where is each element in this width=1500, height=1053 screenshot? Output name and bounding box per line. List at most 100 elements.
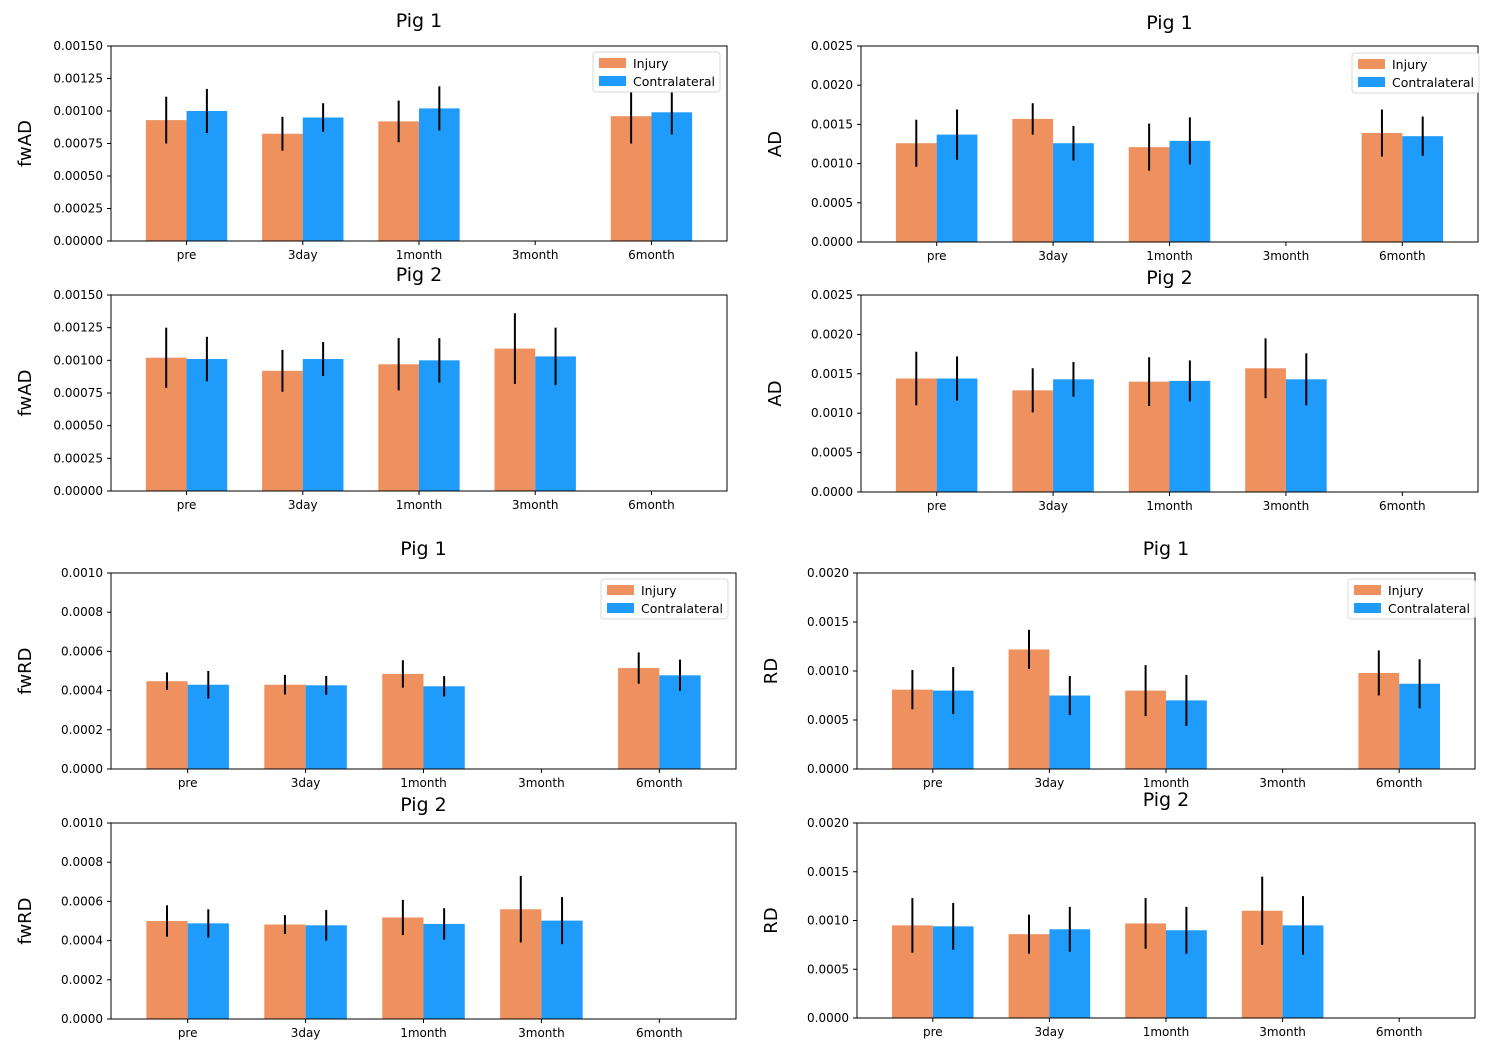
y-tick-label: 0.00125 (53, 321, 103, 335)
chart-title: Pig 1 (1146, 12, 1193, 34)
y-tick-label: 0.0005 (807, 962, 849, 976)
x-tick-label: 3month (512, 248, 559, 262)
y-tick-label: 0.00150 (53, 39, 103, 53)
legend-label: Injury (1392, 57, 1428, 72)
bar-injury (262, 133, 303, 241)
y-tick-label: 0.00025 (53, 202, 103, 216)
x-tick-label: 3month (1263, 499, 1310, 513)
y-tick-label: 0.00150 (53, 288, 103, 302)
bar-contralateral (187, 684, 229, 769)
x-tick-label: 6month (628, 498, 675, 512)
x-tick-label: 3day (1038, 499, 1068, 513)
y-axis-label: fwRD (15, 647, 36, 694)
y-tick-label: 0.0015 (811, 367, 853, 381)
bar-contralateral (1053, 379, 1094, 492)
legend-label: Injury (633, 56, 669, 71)
x-tick-label: 3month (512, 498, 559, 512)
bar-contralateral (302, 117, 344, 241)
y-tick-label: 0.0002 (61, 973, 103, 987)
y-tick-label: 0.0008 (61, 605, 103, 619)
y-axis-label: AD (765, 131, 786, 157)
y-axis-label: fwRD (15, 897, 36, 944)
legend-label: Contralateral (641, 601, 723, 616)
x-tick-label: pre (177, 498, 197, 512)
x-tick-label: 3day (1038, 249, 1068, 263)
x-tick-label: 6month (1376, 776, 1423, 790)
legend-swatch-contralateral (599, 76, 626, 86)
x-tick-label: 1month (1146, 499, 1193, 513)
y-tick-label: 0.00000 (53, 234, 103, 248)
y-tick-label: 0.0005 (807, 713, 849, 727)
x-tick-label: 6month (628, 248, 675, 262)
chart-title: Pig 2 (1143, 789, 1190, 811)
x-tick-label: 3month (518, 776, 565, 790)
y-tick-label: 0.00075 (53, 386, 103, 400)
legend-swatch-injury (1358, 59, 1385, 69)
bar-contralateral (187, 923, 229, 1019)
legend: Injury Contralateral (1347, 578, 1476, 620)
y-tick-label: 0.0025 (811, 39, 853, 53)
x-tick-label: 1month (1146, 249, 1193, 263)
legend-swatch-contralateral (1358, 77, 1385, 87)
x-tick-label: 3day (1035, 776, 1065, 790)
x-tick-label: 6month (1376, 1025, 1423, 1039)
legend-swatch-contralateral (1354, 603, 1381, 613)
chart-p8: Pig 2 RD 0.0000 0.0005 0.0010 0.0015 0.0020 pre… (761, 789, 1476, 1039)
chart-title: Pig 2 (396, 264, 443, 286)
bar-injury (618, 668, 660, 769)
y-tick-label: 0.0004 (61, 684, 103, 698)
bar-contralateral (305, 925, 347, 1019)
legend-label: Contralateral (1388, 601, 1470, 616)
y-axis-label: AD (765, 380, 786, 406)
bar-injury (1008, 649, 1050, 769)
x-tick-label: 1month (1143, 1025, 1190, 1039)
x-tick-label: 6month (1379, 249, 1426, 263)
legend-label: Contralateral (1392, 75, 1474, 90)
x-tick-label: 3day (291, 1026, 321, 1040)
legend-swatch-injury (607, 585, 634, 595)
x-tick-label: 1month (396, 498, 443, 512)
y-tick-label: 0.0000 (61, 1012, 103, 1026)
plot-frame (110, 45, 728, 242)
x-tick-label: 3month (1263, 249, 1310, 263)
plot-frame (856, 822, 1476, 1019)
chart-p1: Pig 1 fwAD 0.00000 0.00025 0.00050 0.00075 0.0… (15, 10, 728, 262)
x-tick-label: 6month (636, 1026, 683, 1040)
x-tick-label: 3month (1259, 1025, 1306, 1039)
chart-title: Pig 1 (396, 10, 443, 32)
y-axis-label: fwAD (15, 370, 36, 417)
y-tick-label: 0.00075 (53, 137, 103, 151)
y-tick-label: 0.00050 (53, 419, 103, 433)
y-tick-label: 0.0005 (811, 446, 853, 460)
chart-p3: Pig 2 fwAD 0.00000 0.00025 0.00050 0.00075 0.0… (15, 264, 728, 512)
y-tick-label: 0.0000 (807, 1011, 849, 1025)
x-tick-label: 1month (400, 1026, 447, 1040)
y-tick-label: 0.0000 (807, 762, 849, 776)
y-axis-label: RD (761, 907, 782, 933)
x-tick-label: pre (927, 499, 947, 513)
y-tick-label: 0.00025 (53, 451, 103, 465)
bar-injury (1012, 118, 1054, 242)
chart-p6: Pig 1 RD 0.0000 0.0005 0.0010 0.0015 0.0020 pre… (761, 538, 1476, 790)
chart-title: Pig 2 (400, 794, 447, 816)
y-tick-label: 0.0002 (61, 723, 103, 737)
x-tick-label: pre (923, 1025, 943, 1039)
y-tick-label: 0.0006 (61, 644, 103, 658)
x-tick-label: 3day (1035, 1025, 1065, 1039)
y-tick-label: 0.0015 (807, 615, 849, 629)
x-tick-label: 1month (400, 776, 447, 790)
x-tick-label: 3day (288, 498, 318, 512)
y-axis-label: RD (761, 658, 782, 684)
y-tick-label: 0.0000 (811, 235, 853, 249)
x-tick-label: 1month (396, 248, 443, 262)
y-tick-label: 0.0010 (61, 566, 103, 580)
plot-frame (860, 294, 1479, 493)
plot-frame (856, 572, 1476, 770)
plot-frame (860, 45, 1479, 243)
plot-frame (110, 822, 737, 1020)
y-tick-label: 0.0004 (61, 934, 103, 948)
x-tick-label: 6month (636, 776, 683, 790)
legend: Injury Contralateral (592, 51, 721, 93)
x-tick-label: pre (923, 776, 943, 790)
